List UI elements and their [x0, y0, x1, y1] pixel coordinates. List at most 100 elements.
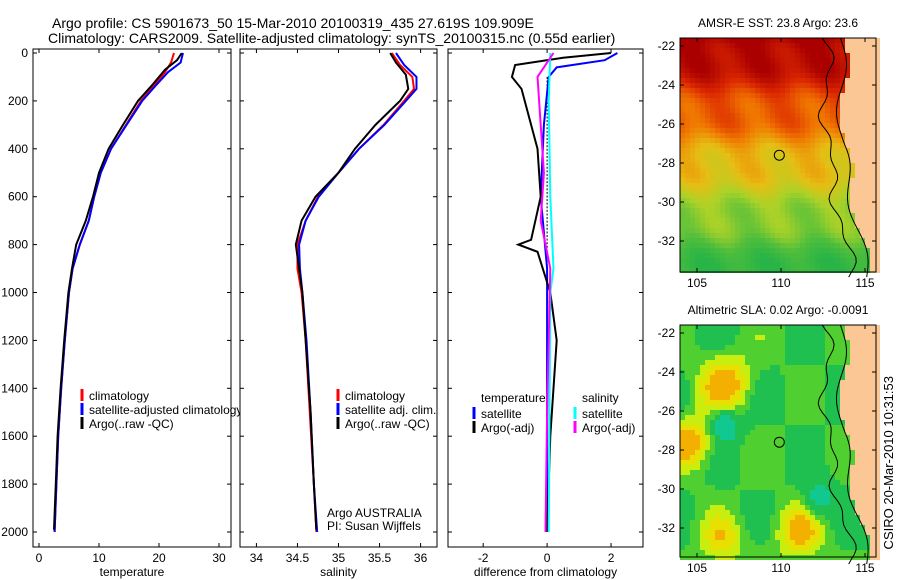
field-cell [685, 520, 690, 525]
field-cell [850, 545, 855, 550]
field-cell [790, 168, 795, 173]
field-cell [795, 138, 800, 143]
field-cell [795, 515, 800, 520]
field-cell [755, 98, 760, 103]
field-cell [680, 325, 685, 330]
field-cell [725, 375, 730, 380]
land-cell [845, 395, 850, 400]
field-cell [710, 213, 715, 218]
field-cell [720, 243, 725, 248]
field-cell [820, 128, 825, 133]
field-cell [685, 495, 690, 500]
field-cell [780, 420, 785, 425]
field-cell [780, 133, 785, 138]
field-cell [700, 485, 705, 490]
field-cell [815, 330, 820, 335]
field-cell [825, 143, 830, 148]
field-cell [680, 405, 685, 410]
field-cell [790, 385, 795, 390]
field-cell [695, 73, 700, 78]
land-cell [855, 495, 860, 500]
field-cell [830, 208, 835, 213]
field-cell [700, 263, 705, 268]
field-cell [685, 143, 690, 148]
field-cell [820, 153, 825, 158]
field-cell [835, 128, 840, 133]
field-cell [755, 183, 760, 188]
field-cell [760, 550, 765, 555]
field-cell [770, 98, 775, 103]
field-cell [785, 380, 790, 385]
field-cell [710, 228, 715, 233]
field-cell [795, 258, 800, 263]
field-cell [705, 58, 710, 63]
field-cell [735, 213, 740, 218]
field-cell [820, 515, 825, 520]
field-cell [825, 163, 830, 168]
land-cell [875, 198, 880, 203]
x-tick-label: 2 [608, 551, 615, 565]
field-cell [800, 460, 805, 465]
field-cell [750, 228, 755, 233]
field-cell [700, 535, 705, 540]
annotation-text: PI: Susan Wijffels [327, 519, 421, 533]
field-cell [750, 53, 755, 58]
field-cell [745, 550, 750, 555]
land-cell [875, 83, 880, 88]
field-cell [825, 490, 830, 495]
field-cell [830, 550, 835, 555]
field-cell [735, 228, 740, 233]
land-cell [855, 158, 860, 163]
x-tick-label: 0 [36, 551, 43, 565]
field-cell [700, 415, 705, 420]
field-cell [765, 68, 770, 73]
field-cell [710, 238, 715, 243]
field-cell [795, 233, 800, 238]
field-cell [825, 545, 830, 550]
field-cell [775, 490, 780, 495]
field-cell [730, 218, 735, 223]
field-cell [755, 88, 760, 93]
field-cell [820, 510, 825, 515]
land-cell [840, 415, 845, 420]
field-cell [815, 93, 820, 98]
field-cell [700, 223, 705, 228]
field-cell [790, 43, 795, 48]
field-cell [720, 370, 725, 375]
field-cell [705, 68, 710, 73]
field-cell [830, 203, 835, 208]
land-cell [865, 108, 870, 113]
land-cell [875, 48, 880, 53]
field-cell [720, 238, 725, 243]
land-cell [850, 490, 855, 495]
field-cell [835, 43, 840, 48]
land-cell [870, 510, 875, 515]
land-cell [870, 360, 875, 365]
land-cell [870, 163, 875, 168]
field-cell [685, 218, 690, 223]
field-cell [845, 168, 850, 173]
field-cell [695, 505, 700, 510]
field-cell [765, 263, 770, 268]
field-cell [775, 350, 780, 355]
field-cell [690, 520, 695, 525]
lon-tick-label: 115 [855, 276, 874, 290]
series-line-salinity-satellite [547, 52, 555, 533]
land-cell [840, 405, 845, 410]
field-cell [695, 495, 700, 500]
field-cell [800, 450, 805, 455]
y-tick-label: 0 [21, 46, 28, 60]
land-cell [855, 360, 860, 365]
field-cell [815, 395, 820, 400]
field-cell [745, 525, 750, 530]
field-cell [760, 158, 765, 163]
field-cell [775, 223, 780, 228]
field-cell [730, 425, 735, 430]
field-cell [710, 143, 715, 148]
field-cell [700, 540, 705, 545]
field-cell [800, 38, 805, 43]
field-cell [740, 520, 745, 525]
field-cell [710, 243, 715, 248]
field-cell [695, 525, 700, 530]
land-cell [845, 415, 850, 420]
